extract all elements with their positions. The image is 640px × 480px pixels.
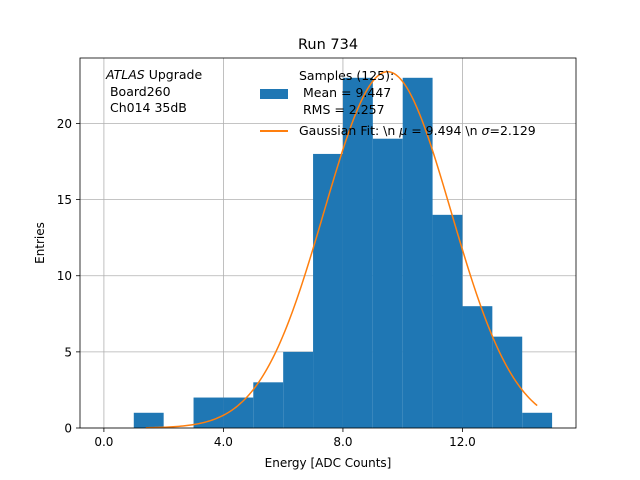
legend-fit-label: Gaussian Fit: \n μ = 9.494 \n σ=2.129 — [299, 123, 536, 138]
histogram-bar — [432, 214, 463, 428]
y-axis-ticks: 0 5 10 15 20 — [57, 117, 80, 436]
board-label: Board260 — [106, 84, 171, 99]
y-tick-label: 10 — [57, 269, 72, 283]
legend: Samples (125): Mean = 9.447 RMS = 2.257 … — [260, 68, 536, 138]
histogram-bar — [462, 306, 493, 428]
channel-label: Ch014 35dB — [106, 100, 187, 115]
x-tick-label: 0.0 — [94, 435, 113, 449]
histogram-bar — [133, 412, 164, 428]
atlas-upgrade-label: Upgrade — [145, 67, 203, 82]
y-tick-label: 20 — [57, 117, 72, 131]
legend-histogram-swatch — [260, 89, 288, 99]
x-tick-label: 8.0 — [333, 435, 352, 449]
y-axis-label: Entries — [33, 222, 47, 264]
atlas-label: ATLAS — [105, 67, 145, 82]
chart-title: Run 734 — [298, 37, 358, 53]
x-axis-ticks: 0.0 4.0 8.0 12.0 — [94, 428, 476, 449]
histogram-bar — [522, 412, 553, 428]
y-tick-label: 15 — [57, 193, 72, 207]
gaussian-fit-curve — [145, 70, 538, 429]
histogram-bar — [193, 397, 224, 428]
histogram-bars — [133, 77, 553, 429]
histogram-bar — [492, 336, 523, 428]
histogram-bar — [313, 153, 343, 429]
svg-text:ATLAS Upgrade: ATLAS Upgrade — [105, 67, 202, 82]
histogram-bar — [372, 138, 403, 428]
plot-frame — [79, 57, 577, 429]
legend-histogram-title: Samples (125): — [299, 68, 394, 83]
x-tick-label: 4.0 — [214, 435, 233, 449]
y-tick-label: 0 — [64, 422, 72, 436]
histogram-bar — [283, 351, 314, 428]
x-axis-label: Energy [ADC Counts] — [265, 456, 392, 470]
legend-histogram-rms: RMS = 2.257 — [299, 102, 385, 117]
histogram-bar — [253, 382, 284, 428]
atlas-annotation: ATLAS Upgrade Board260 Ch014 35dB — [105, 67, 202, 115]
y-tick-label: 5 — [64, 345, 72, 359]
x-tick-label: 12.0 — [449, 435, 476, 449]
legend-histogram-mean: Mean = 9.447 — [299, 85, 391, 100]
